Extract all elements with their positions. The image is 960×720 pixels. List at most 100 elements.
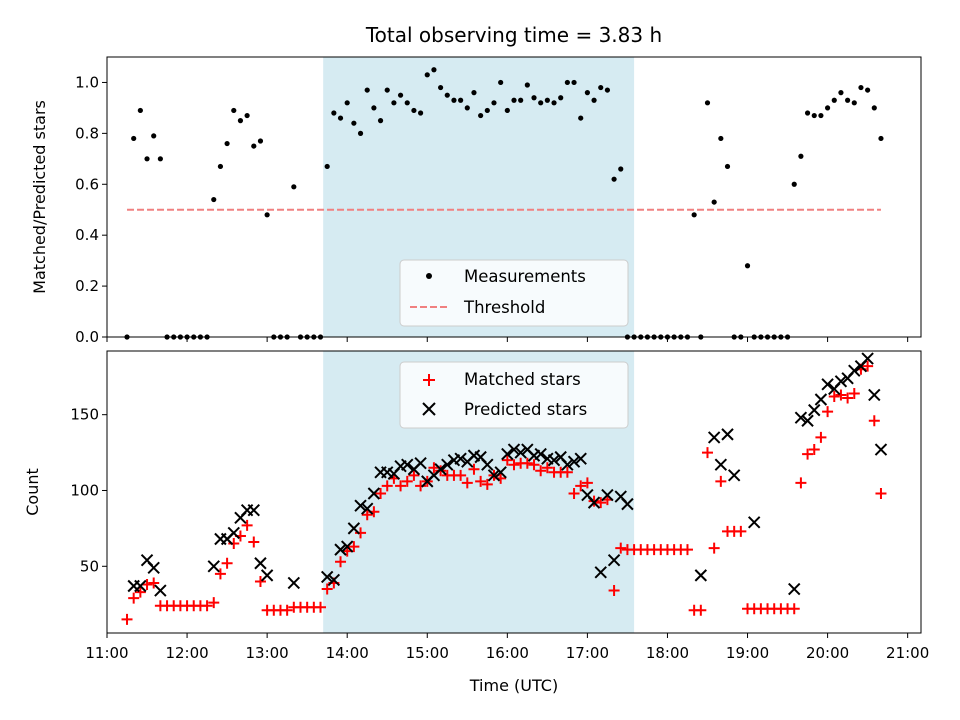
matched-star-point: [461, 477, 473, 489]
predicted-star-point: [334, 543, 347, 556]
matched-star-point: [508, 459, 520, 471]
matched-star-point: [842, 392, 854, 404]
bottom-legend-box: [399, 361, 629, 429]
matched-star-point: [802, 448, 814, 460]
measurement-point: [824, 105, 831, 111]
predicted-star-point: [434, 463, 447, 476]
measurement-point: [131, 135, 137, 142]
predicted-star-point: [354, 499, 367, 512]
measurement-point: [691, 212, 697, 218]
predicted-star-point: [727, 469, 741, 482]
predicted-star-point: [361, 502, 374, 515]
top-x-ticks: [106, 337, 909, 342]
matched-star-point: [208, 597, 220, 609]
matched-star-point: [475, 475, 487, 487]
measurement-point: [144, 156, 150, 162]
bottom-y-ticks: 50 100 150: [70, 406, 107, 575]
matched-star-point: [561, 466, 573, 478]
matched-star-point: [528, 459, 540, 471]
legend-predicted-label: Predicted stars: [464, 400, 587, 419]
measurement-point: [498, 79, 504, 86]
bottom-axes-frame: [106, 350, 922, 634]
measurement-point: [217, 163, 224, 170]
measurement-point: [618, 166, 624, 172]
predicted-star-point: [401, 458, 414, 471]
predicted-star-point: [287, 576, 301, 590]
matched-star-point: [862, 360, 874, 372]
x-tick-label: 17:00: [566, 644, 609, 662]
measurement-point: [377, 118, 384, 124]
x-tick-label: 20:00: [806, 644, 849, 662]
measurement-point: [264, 212, 270, 218]
matched-star-point: [134, 586, 146, 598]
x-axis-label: Time (UTC): [469, 676, 558, 695]
measurement-point: [391, 100, 397, 106]
predicted-star-point: [621, 497, 634, 511]
top-panel: 0.0 0.2 0.4 0.6 0.8 1.0 Matched/Predicted sta…: [30, 56, 922, 346]
predicted-star-point: [821, 378, 834, 391]
matched-star-point: [248, 536, 260, 548]
x-tick-label: 12:00: [165, 644, 208, 662]
measurement-point: [224, 140, 230, 147]
matched-star-point: [868, 415, 880, 427]
top-measurements-layer: [124, 67, 884, 340]
top-y-tick-label: 0.6: [75, 175, 99, 193]
matched-star-point: [822, 406, 834, 418]
predicted-star-point: [814, 393, 828, 406]
matched-star-point: [695, 604, 707, 616]
matched-star-point: [214, 568, 226, 580]
measurement-point: [337, 115, 344, 121]
predicted-star-point: [260, 569, 274, 582]
measurement-point: [878, 135, 884, 142]
measurement-point: [538, 100, 544, 106]
predicted-star-point: [794, 411, 808, 424]
matched-star-point: [355, 527, 367, 539]
predicted-star-point: [514, 446, 527, 459]
x-tick-label: 11:00: [85, 644, 128, 662]
predicted-star-point: [247, 503, 260, 517]
top-y-tick-label: 0.2: [75, 277, 99, 295]
predicted-star-point: [347, 522, 361, 535]
matched-star-point: [128, 592, 140, 604]
measurement-point: [151, 133, 157, 139]
measurement-point: [404, 100, 410, 106]
bottom-predicted-layer: [127, 352, 888, 597]
legend-measurements-marker: [426, 273, 432, 279]
legend-threshold-label: Threshold: [463, 298, 545, 317]
measurement-point: [611, 176, 617, 182]
matched-star-point: [435, 465, 447, 477]
measurement-point: [551, 100, 557, 106]
measurement-point: [604, 87, 611, 93]
matched-star-point: [848, 387, 860, 399]
x-tick-label: 14:00: [326, 644, 369, 662]
measurement-point: [464, 105, 470, 111]
measurement-point: [578, 115, 584, 121]
measurement-point: [524, 82, 530, 88]
predicted-star-point: [494, 466, 507, 479]
measurement-point: [858, 84, 864, 91]
matched-star-point: [408, 469, 420, 481]
matched-star-point: [701, 447, 713, 459]
predicted-star-point: [788, 582, 801, 596]
measurement-point: [838, 90, 844, 96]
measurement-point: [491, 100, 497, 106]
measurement-point: [591, 97, 597, 103]
matched-star-point: [535, 465, 547, 477]
predicted-star-point: [707, 431, 721, 444]
chart-title: Total observing time = 3.83 h: [365, 23, 662, 47]
predicted-star-point: [441, 458, 454, 471]
matched-star-point: [788, 603, 800, 615]
predicted-star-point: [808, 403, 821, 417]
predicted-star-point: [747, 516, 761, 529]
matched-star-point: [735, 525, 747, 537]
measurement-point: [237, 118, 244, 124]
measurement-point: [511, 97, 517, 103]
measurement-point: [564, 79, 570, 86]
measurement-point: [417, 110, 424, 116]
predicted-star-point: [320, 570, 334, 584]
measurement-point: [137, 107, 143, 114]
matched-star-point: [401, 475, 413, 487]
predicted-star-point: [327, 573, 341, 587]
measurement-point: [324, 163, 330, 170]
